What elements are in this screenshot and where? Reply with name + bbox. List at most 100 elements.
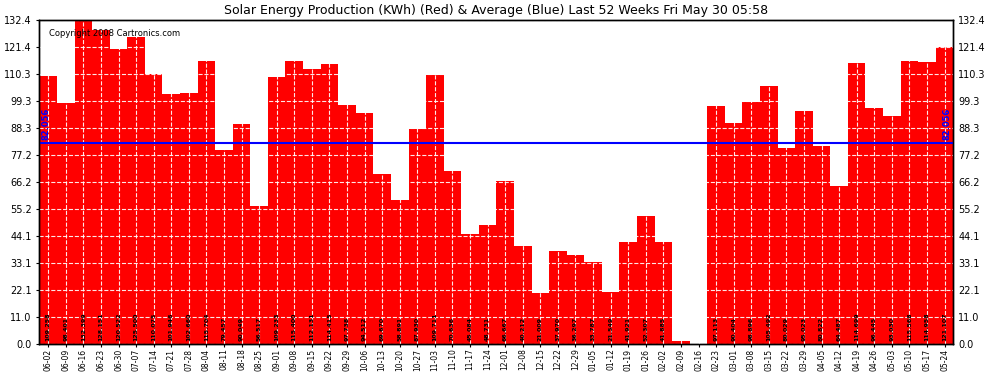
Title: Solar Energy Production (KWh) (Red) & Average (Blue) Last 52 Weeks Fri May 30 05: Solar Energy Production (KWh) (Red) & Av…	[225, 4, 768, 17]
Text: 121.107: 121.107	[942, 312, 947, 341]
Text: 56.517: 56.517	[256, 316, 261, 341]
Text: 109.233: 109.233	[274, 312, 279, 341]
Text: 41.921: 41.921	[626, 316, 631, 341]
Text: 97.113: 97.113	[714, 316, 719, 341]
Bar	[936, 47, 953, 344]
Bar	[760, 86, 777, 344]
Text: 102.660: 102.660	[186, 312, 191, 341]
Text: 114.699: 114.699	[854, 312, 859, 341]
Text: 128.151: 128.151	[98, 312, 103, 341]
Bar	[355, 112, 373, 344]
Bar	[637, 216, 654, 344]
Bar	[40, 76, 57, 344]
Text: 33.787: 33.787	[591, 316, 596, 341]
Bar	[339, 105, 355, 344]
Text: 90.049: 90.049	[239, 317, 245, 341]
Text: 48.731: 48.731	[485, 316, 490, 341]
Bar	[654, 242, 672, 344]
Text: 109.258: 109.258	[46, 312, 50, 341]
Text: 132.399: 132.399	[81, 312, 86, 341]
Bar	[672, 341, 690, 344]
Bar	[180, 93, 198, 344]
Text: 93.030: 93.030	[889, 317, 894, 341]
Text: 114.415: 114.415	[327, 312, 332, 341]
Text: 70.636: 70.636	[449, 316, 455, 341]
Bar	[831, 186, 847, 344]
Bar	[813, 146, 831, 344]
Bar	[847, 63, 865, 344]
Text: 21.009: 21.009	[538, 317, 543, 341]
Text: 109.711: 109.711	[433, 312, 438, 341]
Bar	[57, 103, 74, 344]
Text: 120.522: 120.522	[116, 312, 121, 341]
Bar	[444, 171, 461, 344]
Bar	[285, 62, 303, 344]
Bar	[373, 174, 391, 344]
Text: 66.667: 66.667	[503, 316, 508, 341]
Bar	[409, 129, 426, 344]
Text: 115.568: 115.568	[907, 312, 912, 341]
Bar	[145, 75, 162, 344]
Bar	[549, 251, 566, 344]
Bar	[865, 108, 883, 344]
Text: 98.896: 98.896	[748, 316, 753, 341]
Text: 52.307: 52.307	[644, 316, 648, 341]
Bar	[92, 30, 110, 344]
Bar	[602, 292, 620, 344]
Text: 112.131: 112.131	[309, 312, 315, 341]
Bar	[303, 69, 321, 344]
Bar	[215, 150, 233, 344]
Text: 36.297: 36.297	[573, 316, 578, 341]
Bar	[426, 75, 444, 344]
Bar	[110, 49, 128, 344]
Bar	[391, 200, 409, 344]
Bar	[918, 63, 936, 344]
Text: 94.512: 94.512	[362, 316, 367, 341]
Bar	[233, 124, 250, 344]
Text: 21.549: 21.549	[608, 316, 613, 341]
Bar	[268, 76, 285, 344]
Text: 58.891: 58.891	[397, 316, 402, 341]
Bar	[479, 225, 496, 344]
Text: 87.930: 87.930	[415, 316, 420, 341]
Bar	[128, 37, 145, 344]
Bar	[707, 106, 725, 344]
Bar	[777, 148, 795, 344]
Bar	[620, 242, 637, 344]
Text: 37.970: 37.970	[555, 316, 560, 341]
Text: 45.084: 45.084	[467, 316, 472, 341]
Text: 115.704: 115.704	[204, 312, 209, 341]
Text: Copyright 2008 Cartronics.com: Copyright 2008 Cartronics.com	[49, 30, 180, 39]
Bar	[566, 255, 584, 344]
Bar	[198, 61, 215, 344]
Text: 79.457: 79.457	[222, 316, 227, 341]
Bar	[250, 206, 268, 344]
Bar	[532, 293, 549, 344]
Bar	[74, 20, 92, 344]
Text: 98.401: 98.401	[63, 316, 68, 341]
Text: 114.958: 114.958	[925, 312, 930, 341]
Bar	[725, 123, 742, 344]
Text: 97.738: 97.738	[345, 316, 349, 341]
Text: 82.056: 82.056	[42, 108, 50, 140]
Bar	[901, 61, 918, 344]
Text: 105.492: 105.492	[766, 312, 771, 341]
Text: 41.885: 41.885	[661, 316, 666, 341]
Bar	[584, 261, 602, 344]
Text: 96.445: 96.445	[872, 316, 877, 341]
Bar	[742, 102, 760, 344]
Bar	[883, 116, 901, 344]
Bar	[514, 246, 532, 344]
Text: 115.400: 115.400	[292, 312, 297, 341]
Text: 64.487: 64.487	[837, 316, 842, 341]
Text: 125.500: 125.500	[134, 312, 139, 341]
Text: 80.029: 80.029	[784, 317, 789, 341]
Text: 110.075: 110.075	[151, 312, 156, 341]
Text: 69.670: 69.670	[379, 316, 385, 341]
Bar	[321, 64, 339, 344]
Bar	[162, 94, 180, 344]
Bar	[795, 111, 813, 344]
Bar	[496, 181, 514, 344]
Text: 80.822: 80.822	[819, 316, 824, 341]
Text: 82.056: 82.056	[942, 108, 951, 140]
